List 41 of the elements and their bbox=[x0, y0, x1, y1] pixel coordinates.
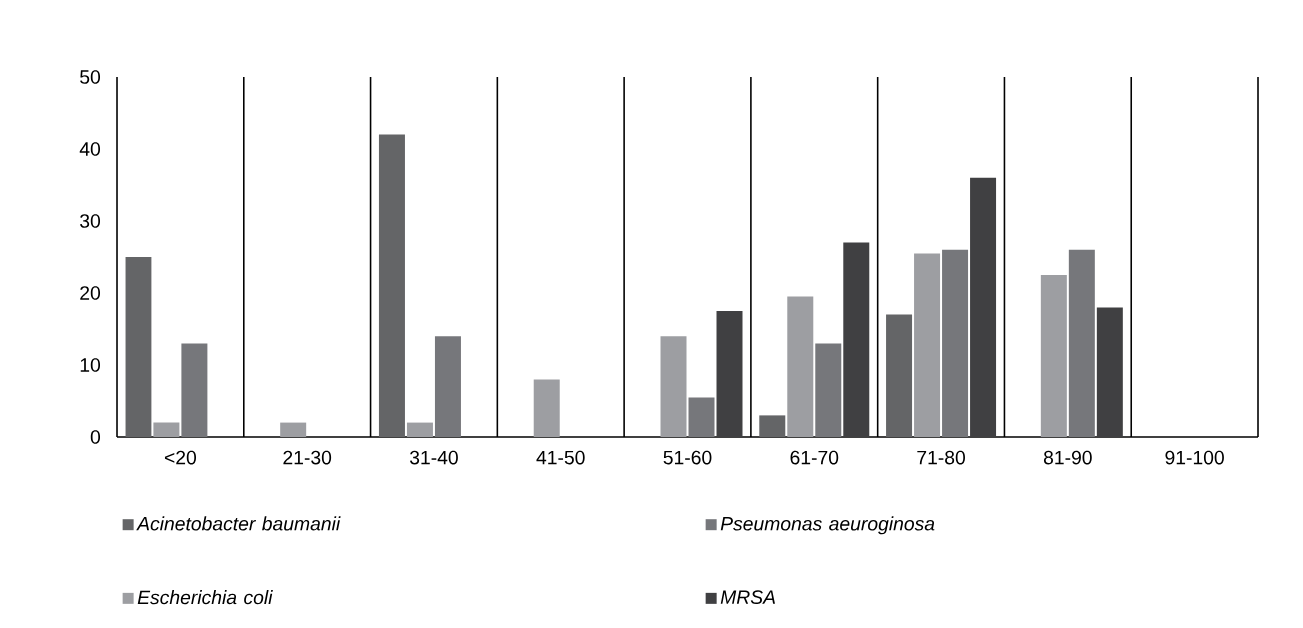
y-tick-label: 50 bbox=[80, 70, 101, 84]
bar bbox=[533, 379, 560, 437]
y-tick-label: 0 bbox=[90, 430, 101, 444]
bar bbox=[181, 343, 208, 437]
x-tick-label: 31-40 bbox=[409, 450, 458, 465]
bar bbox=[759, 415, 786, 437]
bar bbox=[886, 314, 913, 437]
bar bbox=[660, 336, 687, 437]
x-tick-label: 21-30 bbox=[283, 450, 332, 465]
legend-label: MRSA bbox=[720, 590, 775, 604]
bar bbox=[1068, 249, 1095, 437]
bar bbox=[406, 422, 433, 437]
legend-label: Acinetobacter baumanii bbox=[136, 516, 341, 531]
bar bbox=[787, 296, 814, 437]
bar bbox=[153, 422, 180, 437]
x-tick-label: 41-50 bbox=[536, 450, 585, 465]
y-tick-label: 40 bbox=[79, 142, 101, 156]
bar bbox=[970, 177, 997, 437]
bar bbox=[843, 242, 870, 437]
legend-label: Escherichia coli bbox=[137, 590, 273, 605]
y-tick-label: 30 bbox=[80, 214, 101, 228]
y-tick-label: 20 bbox=[80, 286, 101, 300]
bar bbox=[434, 336, 461, 437]
x-tick-label: 51-60 bbox=[663, 450, 712, 465]
bar bbox=[688, 397, 715, 437]
bar bbox=[125, 256, 152, 437]
x-tick-label: 81-90 bbox=[1043, 450, 1092, 465]
bar bbox=[280, 422, 307, 437]
bar bbox=[716, 310, 743, 437]
x-tick-label: <20 bbox=[164, 450, 197, 465]
x-tick-label: 91-100 bbox=[1165, 450, 1224, 465]
bar bbox=[815, 343, 842, 437]
bar bbox=[914, 253, 941, 437]
y-tick-label: 10 bbox=[80, 358, 101, 372]
bar bbox=[1096, 307, 1123, 437]
x-tick-label: 61-70 bbox=[790, 450, 839, 465]
bar bbox=[942, 249, 969, 437]
bar bbox=[378, 134, 405, 437]
bar bbox=[1040, 274, 1067, 437]
x-tick-label: 71-80 bbox=[917, 450, 965, 465]
legend-label: Pseumonas aeuroginosa bbox=[720, 516, 935, 535]
